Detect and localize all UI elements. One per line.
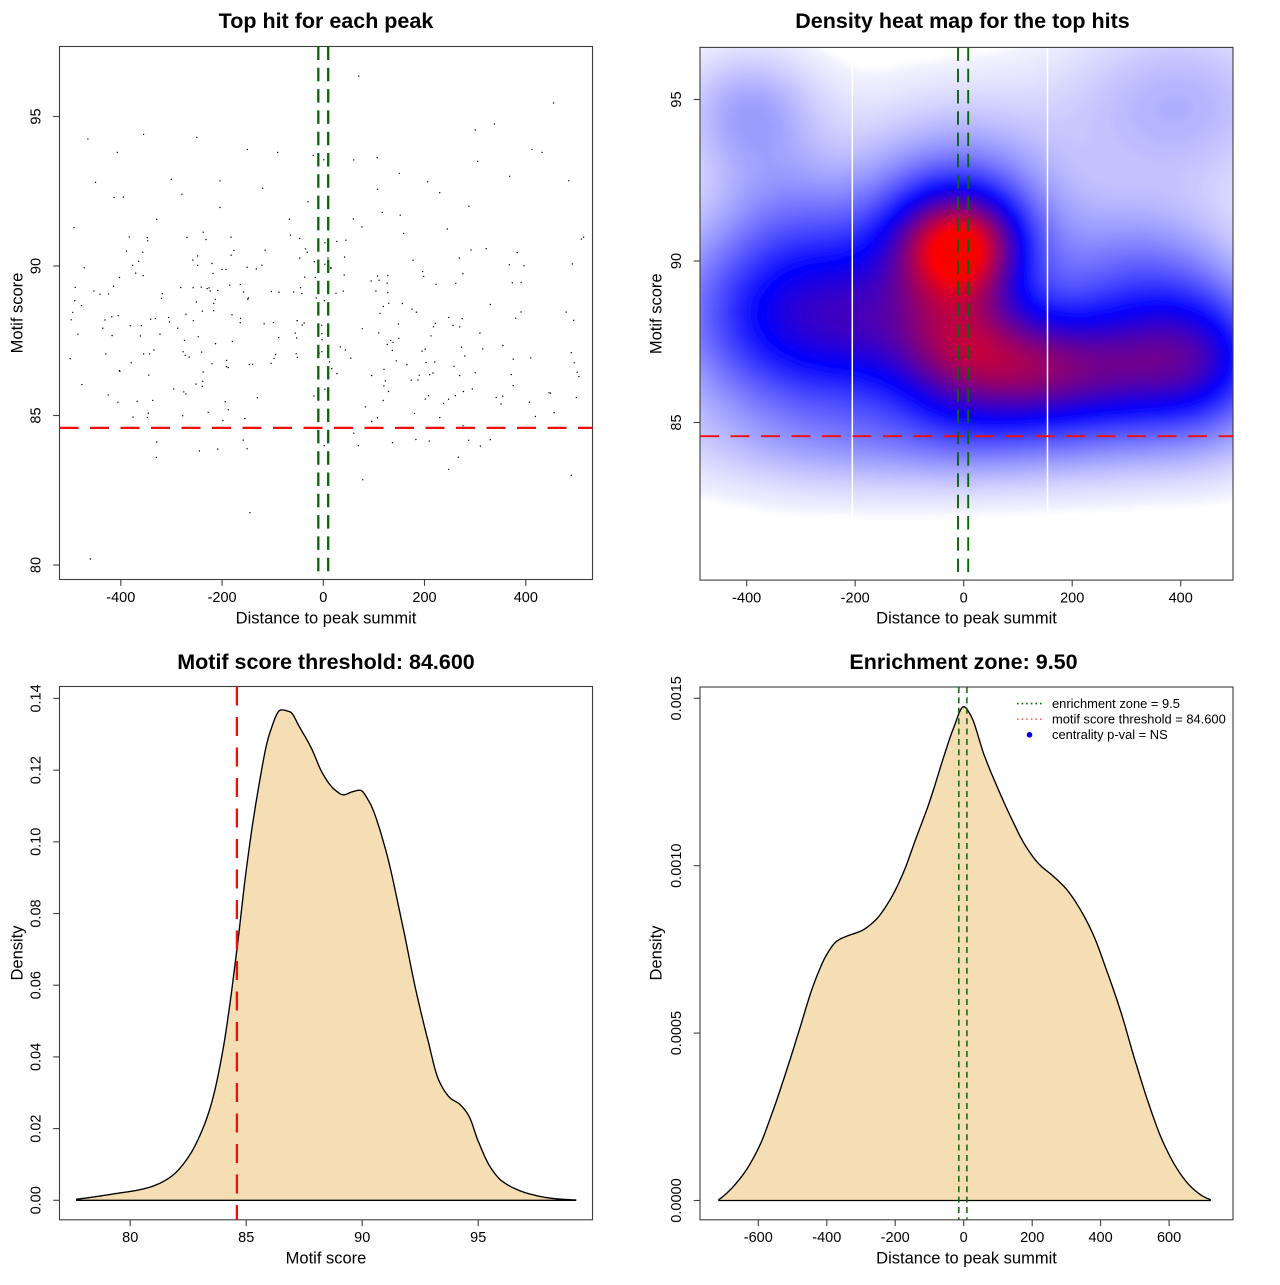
svg-text:90: 90 [669, 253, 685, 269]
svg-text:-600: -600 [744, 1230, 773, 1246]
svg-text:0: 0 [960, 590, 968, 606]
svg-text:centrality p-val = NS: centrality p-val = NS [1052, 727, 1168, 742]
svg-text:Motif score: Motif score [286, 1249, 367, 1267]
svg-text:-400: -400 [732, 590, 761, 606]
svg-text:0.0005: 0.0005 [669, 1011, 685, 1055]
svg-text:-400: -400 [106, 590, 135, 606]
svg-text:85: 85 [238, 1230, 254, 1246]
svg-text:0.06: 0.06 [29, 971, 45, 999]
svg-text:600: 600 [1157, 1230, 1181, 1246]
svg-text:0.00: 0.00 [29, 1186, 45, 1214]
svg-text:Motif score: Motif score [8, 273, 26, 354]
svg-text:-400: -400 [812, 1230, 841, 1246]
svg-text:0.0010: 0.0010 [669, 844, 685, 888]
svg-text:85: 85 [29, 407, 45, 423]
svg-text:Motif score: Motif score [648, 273, 666, 354]
svg-text:enrichment zone = 9.5: enrichment zone = 9.5 [1052, 696, 1180, 711]
svg-text:85: 85 [669, 414, 685, 430]
svg-text:Density: Density [8, 925, 26, 981]
svg-text:0.12: 0.12 [29, 756, 45, 784]
svg-text:200: 200 [1060, 590, 1084, 606]
svg-text:Top hit for each peak: Top hit for each peak [219, 9, 434, 33]
svg-text:400: 400 [514, 590, 538, 606]
svg-text:0.14: 0.14 [29, 684, 45, 712]
svg-text:95: 95 [29, 108, 45, 124]
svg-text:Motif score threshold: 84.600: Motif score threshold: 84.600 [177, 650, 475, 674]
svg-text:90: 90 [29, 258, 45, 274]
svg-text:0.02: 0.02 [29, 1114, 45, 1142]
svg-text:-200: -200 [208, 590, 237, 606]
svg-text:Density: Density [648, 925, 666, 981]
svg-text:-200: -200 [881, 1230, 910, 1246]
svg-text:90: 90 [354, 1230, 370, 1246]
svg-text:95: 95 [669, 91, 685, 107]
svg-text:200: 200 [1020, 1230, 1044, 1246]
svg-text:400: 400 [1088, 1230, 1112, 1246]
svg-text:motif score threshold = 84.600: motif score threshold = 84.600 [1052, 712, 1226, 727]
svg-text:Distance to peak summit: Distance to peak summit [236, 610, 417, 628]
svg-text:Density heat map for the top h: Density heat map for the top hits [795, 9, 1130, 33]
svg-text:400: 400 [1169, 590, 1193, 606]
svg-text:Distance to peak summit: Distance to peak summit [876, 610, 1057, 628]
svg-text:0.04: 0.04 [29, 1043, 45, 1071]
svg-text:Enrichment zone: 9.50: Enrichment zone: 9.50 [849, 650, 1077, 674]
svg-text:80: 80 [29, 557, 45, 573]
svg-text:0: 0 [960, 1230, 968, 1246]
svg-text:80: 80 [122, 1230, 138, 1246]
svg-text:0.0015: 0.0015 [669, 676, 685, 720]
svg-text:0.08: 0.08 [29, 899, 45, 927]
svg-text:95: 95 [470, 1230, 486, 1246]
svg-text:-200: -200 [841, 590, 870, 606]
svg-text:200: 200 [412, 590, 436, 606]
svg-text:0.10: 0.10 [29, 828, 45, 856]
svg-text:0.0000: 0.0000 [669, 1178, 685, 1222]
svg-text:0: 0 [319, 590, 327, 606]
svg-text:Distance to peak summit: Distance to peak summit [876, 1249, 1057, 1267]
